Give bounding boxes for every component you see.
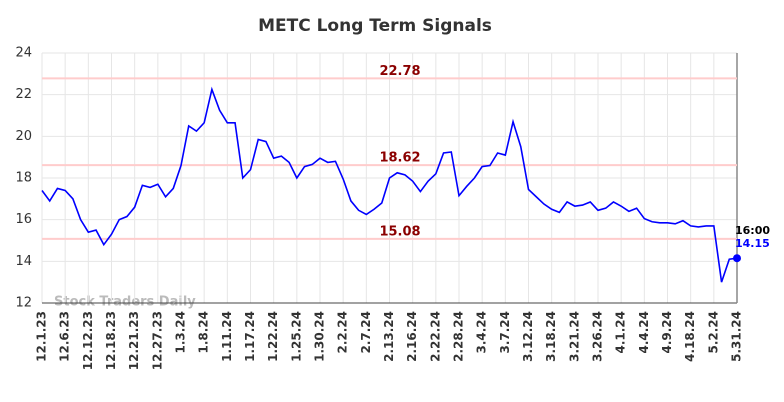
level-label: 22.78 — [379, 64, 420, 79]
y-tick-label: 20 — [15, 129, 32, 144]
x-tick-label: 1.30.24 — [313, 311, 327, 362]
chart-title: METC Long Term Signals — [258, 16, 492, 36]
x-tick-label: 3.18.24 — [544, 311, 558, 362]
last-point — [733, 254, 741, 263]
line — [41, 86, 738, 283]
level-label: 18.62 — [379, 151, 420, 166]
y-tick-label: 14 — [15, 254, 32, 269]
x-tick-label: 2.7.24 — [359, 311, 373, 354]
x-tick-label: 12.12.23 — [81, 311, 95, 370]
x-tick-label: 1.25.24 — [289, 311, 303, 362]
y-tick-label: 24 — [15, 46, 32, 61]
x-tick-label: 1.11.24 — [220, 311, 234, 362]
x-tick-label: 3.26.24 — [591, 311, 605, 362]
x-tick-label: 4.1.24 — [614, 311, 628, 354]
x-tick-label: 3.4.24 — [475, 311, 489, 354]
y-tick-label: 18 — [15, 171, 32, 186]
x-tick-label: 5.31.24 — [730, 311, 744, 362]
y-tick-label: 22 — [15, 87, 32, 102]
y-tick-label: 12 — [15, 296, 32, 311]
x-tick-label: 4.4.24 — [637, 311, 651, 354]
last-time: 16:00 — [735, 224, 770, 237]
watermark: Stock Traders Daily — [54, 295, 196, 310]
x-tick-label: 12.27.23 — [150, 311, 164, 370]
last-value: 14.15 — [735, 237, 770, 250]
x-tick-label: 3.21.24 — [567, 311, 581, 362]
x-tick-label: 1.8.24 — [197, 311, 211, 354]
x-tick-label: 3.12.24 — [521, 311, 535, 362]
x-tick-label: 12.18.23 — [104, 311, 118, 370]
x-tick-label: 5.2.24 — [706, 311, 720, 354]
x-tick-label: 12.21.23 — [127, 311, 141, 370]
x-tick-label: 2.16.24 — [405, 311, 419, 362]
x-tick-label: 12.1.23 — [35, 311, 49, 362]
x-tick-label: 4.9.24 — [660, 311, 674, 354]
x-tick-label: 1.17.24 — [243, 311, 257, 362]
x-tick-label: 4.18.24 — [683, 311, 697, 362]
x-tick-label: 3.7.24 — [498, 311, 512, 354]
x-tick-label: 2.13.24 — [382, 311, 396, 362]
x-tick-label: 1.3.24 — [174, 311, 188, 354]
level-label: 15.08 — [379, 224, 420, 239]
x-tick-label: 2.28.24 — [452, 311, 466, 362]
x-tick-label: 12.6.23 — [58, 311, 72, 362]
y-tick-label: 16 — [15, 212, 32, 227]
x-tick-label: 1.22.24 — [266, 311, 280, 362]
x-tick-label: 2.2.24 — [336, 311, 350, 354]
x-tick-label: 2.22.24 — [428, 311, 442, 362]
